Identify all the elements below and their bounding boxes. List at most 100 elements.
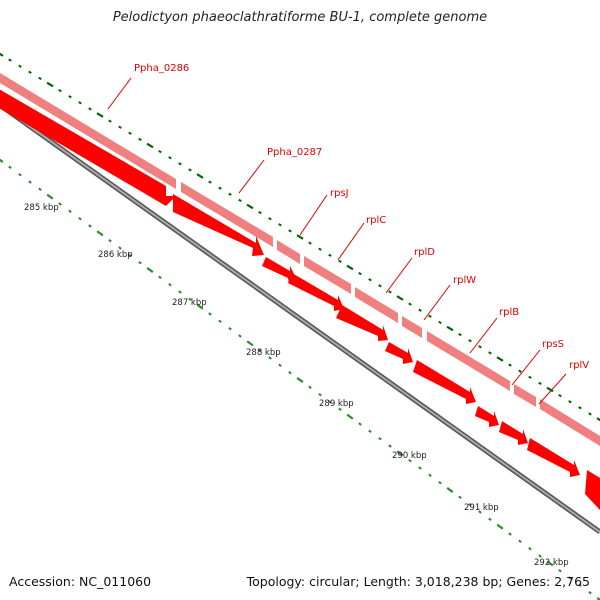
major-tick [0,52,4,57]
major-tick [46,193,54,200]
minor-tick [558,393,562,398]
minor-tick [178,290,182,294]
gene-block-rpsj [277,240,300,264]
gene-arrow-1 [0,89,176,206]
gene-label: rplB [499,307,519,318]
kbp-label: 286 kbp [98,250,133,260]
minor-tick [268,356,272,360]
minor-tick [108,238,112,243]
minor-tick [558,568,562,573]
minor-tick [178,162,182,166]
outer-gene-track [0,73,600,446]
minor-tick [18,64,22,68]
gene-arrow-2 [173,194,264,256]
gene-arrow-9 [499,421,528,445]
minor-tick [108,119,112,123]
minor-tick [488,351,492,355]
minor-tick [338,259,342,264]
major-tick [546,560,554,567]
major-tick [96,230,104,237]
minor-tick [368,429,372,434]
minor-tick [518,539,522,544]
major-tick [596,597,600,600]
minor-tick [538,554,542,558]
inner-tick-marks [0,158,600,600]
gene-label: rplD [414,247,435,258]
minor-tick [188,168,192,172]
gene-arrow-11 [585,470,600,510]
inner-gene-track [0,89,600,510]
minor-tick [58,88,62,93]
gene-arrow-10 [527,438,580,477]
minor-tick [488,517,492,522]
minor-tick [28,180,32,184]
minor-tick [278,363,282,368]
gene-label: Ppha_0287 [267,147,322,158]
gene-label: rpsJ [330,188,349,199]
minor-tick [318,392,322,397]
minor-tick [138,260,142,265]
minor-tick [128,131,132,135]
minor-tick [438,480,442,485]
minor-tick [538,381,542,386]
minor-tick [578,583,582,588]
minor-tick [208,180,212,184]
gene-arrow-4 [288,273,344,311]
minor-tick [68,95,72,99]
minor-tick [168,156,172,160]
gene-arrow-5 [336,305,388,341]
minor-tick [478,345,482,349]
minor-tick [418,466,422,470]
minor-tick [378,436,382,441]
major-tick [296,377,304,383]
minor-tick [88,107,92,111]
gene-block-rplv [540,399,600,446]
minor-tick [468,502,472,507]
minor-tick [278,223,282,227]
minor-tick [238,198,242,203]
minor-tick [508,363,512,367]
gene-block-rplw [402,316,422,338]
major-tick [346,264,354,271]
major-tick [296,234,304,240]
minor-tick [528,546,532,551]
major-tick [446,325,454,332]
major-tick [246,203,254,210]
gene-label: rplC [366,215,386,226]
minor-tick [128,253,132,258]
gene-arrow-3 [262,257,296,283]
major-tick [396,295,404,301]
major-tick [46,81,54,88]
minor-tick [228,192,232,196]
major-tick [96,112,104,118]
minor-tick [408,458,412,463]
minor-tick [58,202,62,206]
gene-labels: Ppha_0286 Ppha_0287 rpsJ rplC rplD rplW … [134,63,589,371]
minor-tick [428,314,432,318]
kbp-label: 290 kbp [392,451,427,461]
minor-tick [458,332,462,337]
minor-tick [508,532,512,536]
minor-tick [358,271,362,276]
minor-tick [218,319,222,324]
minor-tick [78,216,82,221]
outer-tick-marks [0,52,600,422]
major-tick [546,386,554,393]
minor-tick [588,412,592,416]
major-tick [396,450,404,457]
minor-tick [8,58,12,62]
map-title: Pelodictyon phaeoclathratiforme BU-1, co… [112,10,488,25]
accession-text: Accession: NC_011060 [9,574,152,589]
minor-tick [428,473,432,478]
minor-tick [578,406,582,410]
topology-text: Topology: circular; Length: 3,018,238 bp… [246,574,590,589]
kbp-label: 288 kbp [246,348,281,358]
minor-tick [158,275,162,280]
minor-tick [518,369,522,373]
gene-block-rplb [427,331,510,391]
backbone-highlight [0,103,600,533]
minor-tick [218,186,222,190]
major-tick [496,523,504,530]
minor-tick [468,339,472,343]
